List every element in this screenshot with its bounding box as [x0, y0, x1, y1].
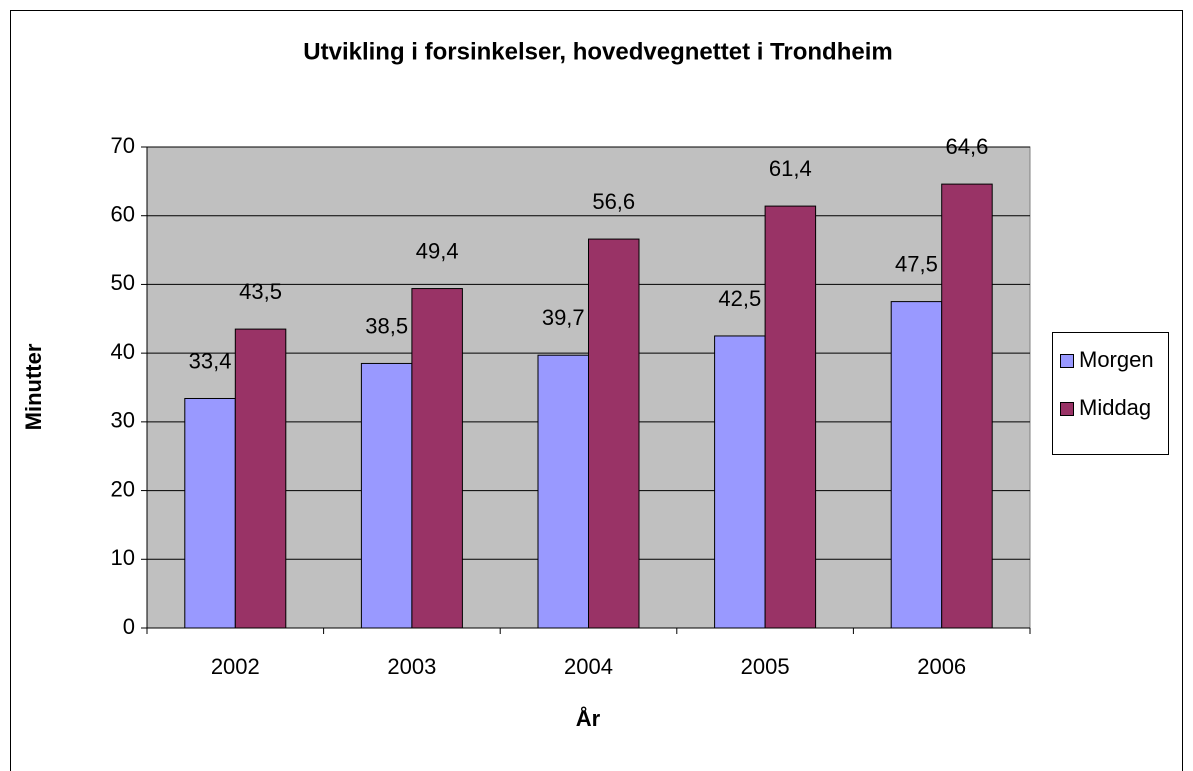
bar: [234, 328, 287, 629]
data-label: 43,5: [239, 279, 282, 304]
x-tick-label: 2004: [564, 654, 613, 679]
data-label: 39,7: [542, 305, 585, 330]
y-tick-label: 0: [123, 614, 135, 639]
legend-swatch: [1060, 402, 1074, 416]
data-label: 47,5: [895, 251, 938, 276]
y-axis-label: Minutter: [21, 343, 46, 430]
legend-label: Morgen: [1079, 347, 1154, 372]
x-tick-label: 2006: [917, 654, 966, 679]
y-tick-label: 50: [111, 270, 135, 295]
data-label: 42,5: [718, 286, 761, 311]
y-tick-label: 20: [111, 476, 135, 501]
data-label: 56,6: [592, 189, 635, 214]
data-label: 61,4: [769, 156, 812, 181]
data-label: 38,5: [365, 313, 408, 338]
x-tick-label: 2002: [211, 654, 260, 679]
y-tick-label: 60: [111, 202, 135, 227]
data-label: 64,6: [946, 134, 989, 159]
data-label: 49,4: [416, 238, 459, 263]
bar: [764, 205, 817, 629]
y-tick-label: 10: [111, 545, 135, 570]
bar: [184, 397, 236, 629]
y-tick-label: 40: [111, 339, 135, 364]
legend: [1052, 332, 1169, 455]
legend-label: Middag: [1079, 395, 1151, 420]
bar: [941, 183, 993, 629]
bar: [890, 301, 943, 629]
bar: [714, 335, 766, 629]
y-tick-label: 30: [111, 408, 135, 433]
chart-title: Utvikling i forsinkelser, hovedvegnettet…: [303, 38, 892, 65]
bar: [537, 354, 589, 629]
x-tick-label: 2005: [741, 654, 790, 679]
y-tick-label: 70: [111, 133, 135, 158]
bar: [360, 362, 413, 629]
bar: [411, 288, 463, 629]
legend-swatch: [1060, 354, 1074, 368]
x-axis-label: År: [576, 705, 601, 731]
bar: [588, 238, 640, 629]
data-label: 33,4: [189, 348, 232, 373]
x-tick-label: 2003: [387, 654, 436, 679]
